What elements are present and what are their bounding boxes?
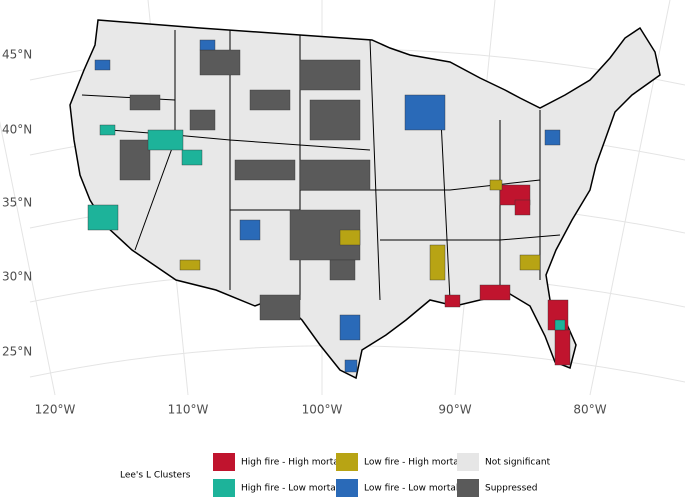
cluster-patch (519, 254, 541, 271)
cluster-patch (344, 359, 358, 373)
us-outline (69, 19, 661, 380)
cluster-patch (87, 204, 119, 231)
lon-label: 120°W (35, 403, 76, 417)
cluster-patch (489, 179, 503, 191)
legend-label: Not significant (485, 458, 551, 468)
legend-label: High fire - Low mortality (241, 484, 350, 494)
legend-label: Low fire - Low mortality (364, 484, 470, 494)
cluster-patch (404, 94, 446, 131)
cluster-patch (189, 109, 216, 131)
longitude-line (0, 120, 56, 396)
cluster-patch (544, 129, 561, 146)
legend-swatch (336, 479, 358, 497)
cluster-patch (249, 89, 291, 111)
legend-swatch (213, 453, 235, 471)
lat-label: 35°N (2, 196, 32, 210)
cluster-patch (181, 149, 203, 166)
cluster-patch (99, 124, 116, 136)
cluster-patch (129, 94, 161, 111)
cluster-patch (309, 99, 361, 141)
lon-label: 100°W (302, 403, 343, 417)
cluster-patch (299, 159, 371, 191)
legend-swatch (457, 479, 479, 497)
cluster-patch (259, 294, 301, 321)
cluster-patch (329, 259, 356, 281)
cluster-patch (147, 129, 184, 151)
legend-label: High fire - High mortality (241, 458, 353, 468)
cluster-patch (234, 159, 296, 181)
axis-labels: 45°N 40°N 35°N 30°N 25°N 120°W 110°W 100°W 90°W 8… (2, 48, 607, 417)
lon-label: 90°W (438, 403, 471, 417)
cluster-patch (179, 259, 201, 271)
legend-title: Lee's L Clusters (120, 471, 191, 481)
cluster-patch (479, 284, 511, 301)
cluster-patch (199, 39, 216, 51)
cluster-patch (94, 59, 111, 71)
legend-swatch (336, 453, 358, 471)
lat-label: 45°N (2, 48, 32, 62)
cluster-patch (199, 49, 241, 76)
cluster-patch (339, 229, 361, 246)
cluster-patches (87, 39, 571, 373)
lat-label: 30°N (2, 270, 32, 284)
cluster-patch (444, 294, 461, 308)
lon-label: 80°W (573, 403, 606, 417)
cluster-patch (554, 329, 571, 366)
legend-label: Suppressed (485, 484, 538, 494)
legend-swatch (213, 479, 235, 497)
lat-label: 40°N (2, 123, 32, 137)
lon-label: 110°W (168, 403, 209, 417)
legend: Lee's L Clusters High fire - High mortal… (120, 453, 551, 497)
cluster-patch (514, 199, 531, 216)
cluster-patch (299, 59, 361, 91)
cluster-patch (119, 139, 151, 181)
cluster-patch (239, 219, 261, 241)
legend-swatch (457, 453, 479, 471)
legend-label: Low fire - High mortality (364, 458, 473, 468)
lat-label: 25°N (2, 345, 32, 359)
cluster-patch (554, 319, 566, 331)
cluster-patch (429, 244, 446, 281)
cluster-patch (339, 314, 361, 341)
